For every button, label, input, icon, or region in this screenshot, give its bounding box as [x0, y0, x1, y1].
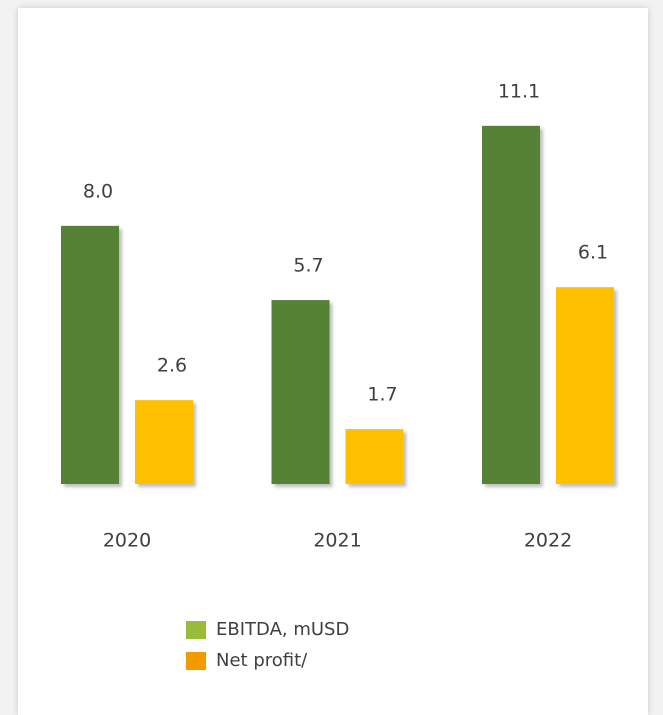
- bar: [482, 125, 540, 484]
- value-label: 6.1: [578, 242, 608, 264]
- x-tick-label: 2022: [524, 530, 572, 552]
- value-label: 11.1: [498, 80, 540, 102]
- value-label: 2.6: [157, 355, 187, 377]
- chart-panel: [18, 8, 648, 715]
- legend-label: EBITDA, mUSD: [216, 619, 349, 640]
- bar: [345, 429, 404, 484]
- x-tick-label: 2021: [313, 530, 361, 552]
- bar: [61, 225, 119, 484]
- value-label: 8.0: [83, 180, 113, 202]
- legend-swatch: [186, 652, 206, 670]
- bar: [271, 300, 330, 484]
- value-label: 1.7: [367, 384, 397, 406]
- bar: [135, 400, 193, 484]
- bar: [556, 287, 614, 484]
- value-label: 5.7: [293, 255, 323, 277]
- legend-swatch: [186, 621, 206, 639]
- x-tick-label: 2020: [103, 530, 151, 552]
- legend-label: Net profit/: [216, 650, 308, 671]
